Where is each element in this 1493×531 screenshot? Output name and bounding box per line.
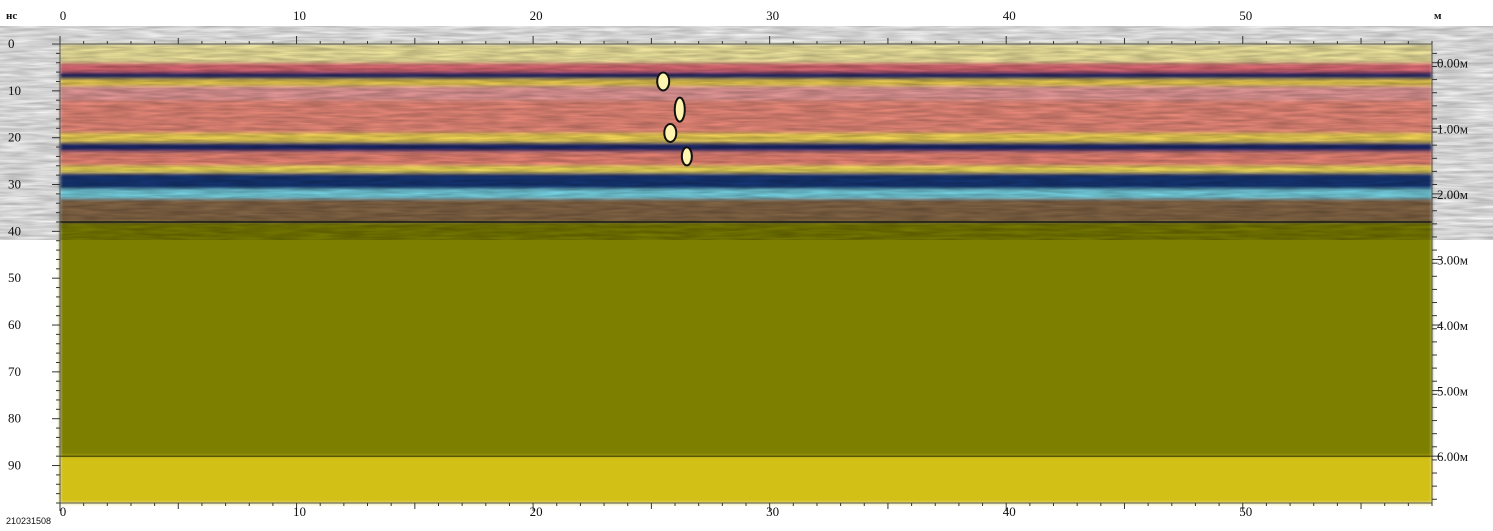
y-unit-label: нс <box>6 10 17 22</box>
bottom-tick-label: 30 <box>766 504 779 519</box>
anomaly-3 <box>680 146 693 167</box>
depth-tick-label: 2.00м <box>1437 187 1468 202</box>
bottom-tick-label: 20 <box>530 504 543 519</box>
anomaly-0 <box>656 71 671 92</box>
bottom-tick-label: 40 <box>1003 504 1016 519</box>
bottom-x-axis: 0 10 20 30 40 50 <box>59 503 1433 519</box>
depth-tick-label: 5.00м <box>1437 384 1468 399</box>
bottom-tick-label: 0 <box>60 504 67 519</box>
depth-tick-label: 4.00м <box>1437 318 1468 333</box>
depth-tick-label: 6.00м <box>1437 449 1468 464</box>
left-tick-label: 70 <box>8 364 21 379</box>
bottom-tick-label: 10 <box>293 504 306 519</box>
file-id-label: 210231508 <box>6 516 51 526</box>
x-unit-label: м <box>1434 10 1442 22</box>
texture-overlay <box>60 44 1432 222</box>
top-tick-label: 30 <box>766 8 779 23</box>
depth-tick-label: 0.00м <box>1437 56 1468 71</box>
top-tick-label: 40 <box>1003 8 1016 23</box>
top-tick-label: 50 <box>1239 8 1252 23</box>
left-tick-label: 80 <box>8 411 21 426</box>
top-tick-label: 0 <box>60 8 67 23</box>
bottom-tick-label: 50 <box>1239 504 1252 519</box>
top-x-axis: 0 10 20 30 40 50 <box>59 8 1433 44</box>
anomaly-2 <box>663 122 678 143</box>
top-tick-label: 20 <box>530 8 543 23</box>
left-tick-label: 60 <box>8 317 21 332</box>
left-tick-label: 50 <box>8 270 21 285</box>
anomaly-group <box>60 71 1432 457</box>
layer-band-13 <box>60 221 1432 457</box>
depth-tick-label: 3.00м <box>1437 252 1468 267</box>
top-tick-label: 10 <box>293 8 306 23</box>
anomaly-1 <box>673 96 686 123</box>
depth-tick-label: 1.00м <box>1437 121 1468 136</box>
left-tick-label: 90 <box>8 458 21 473</box>
left-tick-label: 30 <box>8 177 21 192</box>
left-tick-label: 0 <box>8 36 15 51</box>
right-depth-axis: 0.00м 1.00м 2.00м 3.00м 4.00м 5.00м 6.00м <box>1432 52 1468 500</box>
plot-area <box>59 43 1433 504</box>
left-tick-label: 10 <box>8 83 21 98</box>
left-y-axis: 0 10 20 30 40 50 60 70 80 90 <box>8 36 60 504</box>
left-tick-label: 40 <box>8 223 21 238</box>
layer-band-14 <box>60 456 1432 503</box>
left-tick-label: 20 <box>8 130 21 145</box>
